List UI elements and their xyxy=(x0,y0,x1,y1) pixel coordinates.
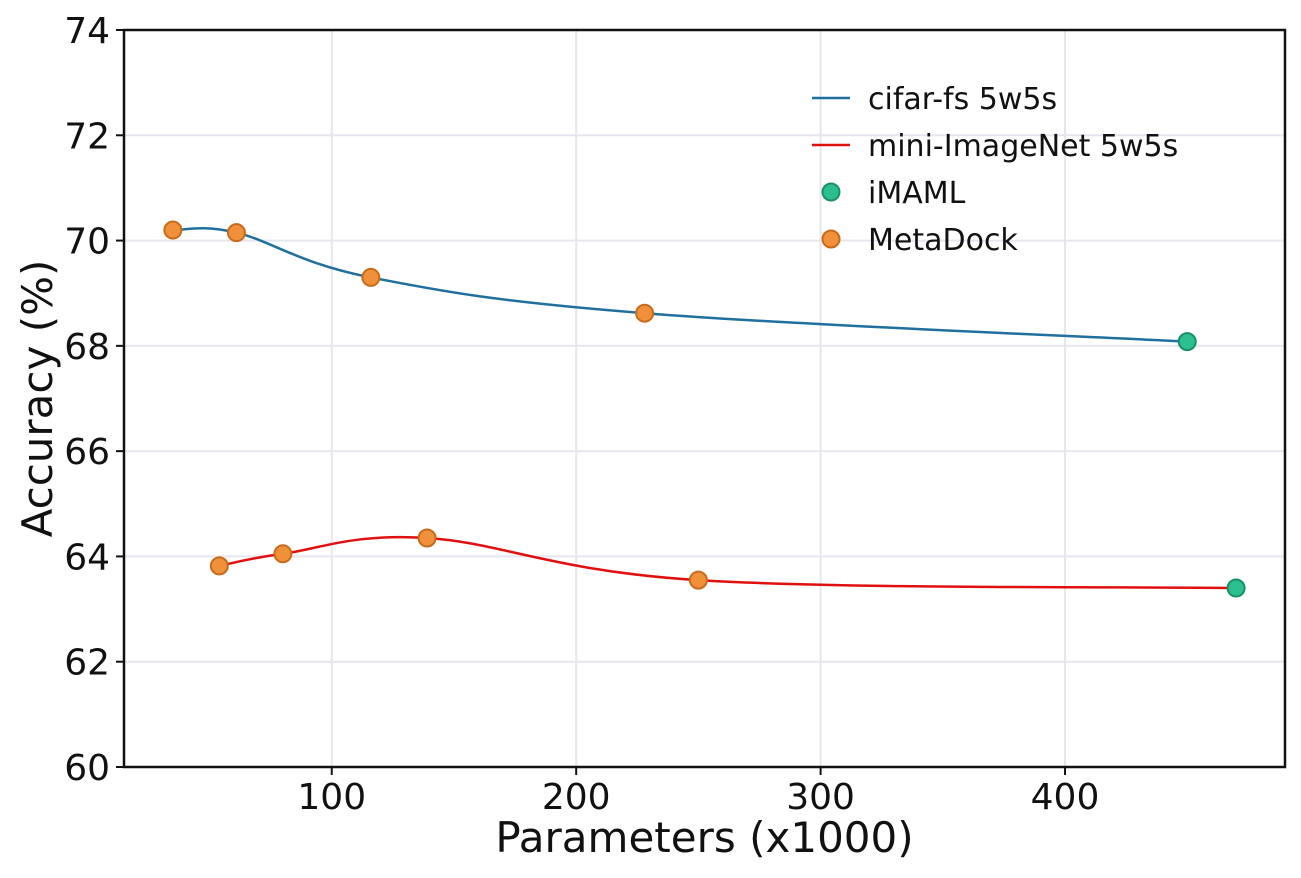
y-tick-label: 66 xyxy=(64,432,110,473)
y-tick-label: 62 xyxy=(64,643,110,684)
legend-label: iMAML xyxy=(868,176,966,211)
y-axis-title: Accuracy (%) xyxy=(13,260,62,538)
data-point xyxy=(688,570,708,590)
x-tick-label: 200 xyxy=(542,777,611,818)
axis-ticks: 100 200 300 400 60 62 64 66 68 70 72 74 xyxy=(64,11,1099,818)
legend-label: MetaDock xyxy=(868,223,1018,258)
data-point xyxy=(226,223,246,243)
data-point xyxy=(417,528,437,548)
data-points xyxy=(163,220,1246,598)
data-point xyxy=(1177,332,1197,352)
legend-swatch-marker xyxy=(821,229,841,249)
data-point xyxy=(273,544,293,564)
y-tick-label: 72 xyxy=(64,116,110,157)
x-tick-label: 400 xyxy=(1031,777,1100,818)
y-tick-label: 60 xyxy=(64,748,110,789)
x-axis-title: Parameters (x1000) xyxy=(495,813,913,862)
data-point xyxy=(163,220,183,240)
x-tick-label: 300 xyxy=(786,777,855,818)
y-tick-label: 70 xyxy=(64,222,110,263)
data-point xyxy=(361,267,381,287)
legend-label: cifar-fs 5w5s xyxy=(868,82,1057,117)
plot-frame xyxy=(122,28,1287,769)
data-point xyxy=(209,556,229,576)
x-tick-label: 100 xyxy=(297,777,366,818)
y-tick-label: 74 xyxy=(64,11,110,52)
data-point xyxy=(1226,578,1246,598)
y-tick-label: 64 xyxy=(64,537,110,578)
series-line-1 xyxy=(219,535,1237,590)
series-line-0 xyxy=(172,226,1188,343)
legend-swatch-marker xyxy=(821,182,841,202)
legend: cifar-fs 5w5s mini-ImageNet 5w5s iMAML Meta… xyxy=(812,82,1178,258)
data-point xyxy=(635,303,655,323)
y-tick-label: 68 xyxy=(64,327,110,368)
legend-label: mini-ImageNet 5w5s xyxy=(868,129,1178,164)
